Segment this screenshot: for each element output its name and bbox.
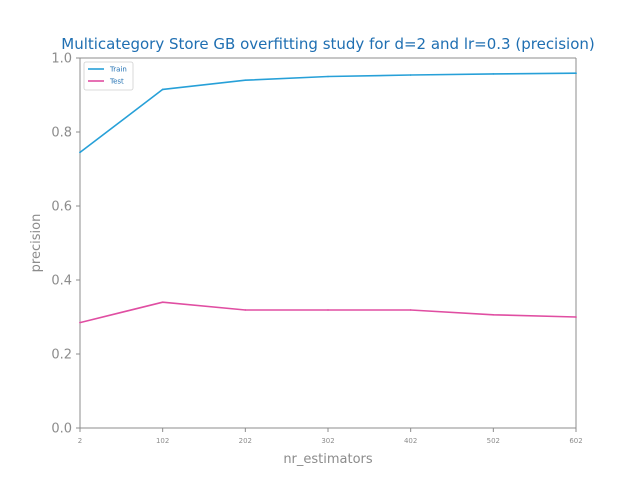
x-tick-label: 502: [487, 437, 500, 445]
data-point: [575, 316, 577, 318]
data-point: [161, 301, 164, 304]
y-tick-label: 0.4: [51, 274, 72, 289]
plot-area: [79, 57, 577, 429]
data-point: [244, 79, 247, 81]
y-axis-label: precision: [29, 214, 44, 273]
data-point: [79, 321, 81, 324]
y-tick-label: 1.0: [51, 52, 72, 67]
x-axis-label: nr_estimators: [283, 452, 373, 467]
legend-label: Test: [109, 78, 124, 86]
x-tick-label: 602: [569, 437, 582, 445]
data-point: [575, 72, 577, 74]
data-point: [244, 309, 247, 311]
x-tick-label: 202: [239, 437, 252, 445]
y-tick-label: 0.6: [51, 200, 72, 215]
x-tick-label: 2: [78, 437, 82, 445]
legend-label: Train: [109, 66, 127, 74]
data-point: [327, 309, 329, 311]
y-tick-label: 0.8: [51, 126, 72, 141]
series-line-train: [79, 72, 577, 154]
chart-title: Multicategory Store GB overfitting study…: [61, 35, 595, 53]
legend: Train Test: [83, 61, 134, 91]
x-tick-label: 302: [321, 437, 334, 445]
x-tick-label: 102: [156, 437, 169, 445]
data-point: [492, 313, 495, 316]
data-point: [161, 88, 164, 91]
y-tick-label: 0.2: [51, 348, 72, 363]
y-axis-ticks: 0.0 0.2 0.4 0.6 0.8 1.0: [51, 52, 80, 437]
data-point: [409, 74, 412, 76]
series-line-test: [79, 301, 577, 324]
data-point: [79, 151, 81, 154]
y-tick-label: 0.0: [51, 422, 72, 437]
x-axis-ticks: 2 102 202 302 402 502 602: [78, 428, 583, 445]
data-point: [492, 73, 495, 75]
x-tick-label: 402: [404, 437, 417, 445]
data-point: [409, 309, 412, 311]
series-lines: [79, 72, 577, 324]
data-point: [327, 75, 329, 78]
